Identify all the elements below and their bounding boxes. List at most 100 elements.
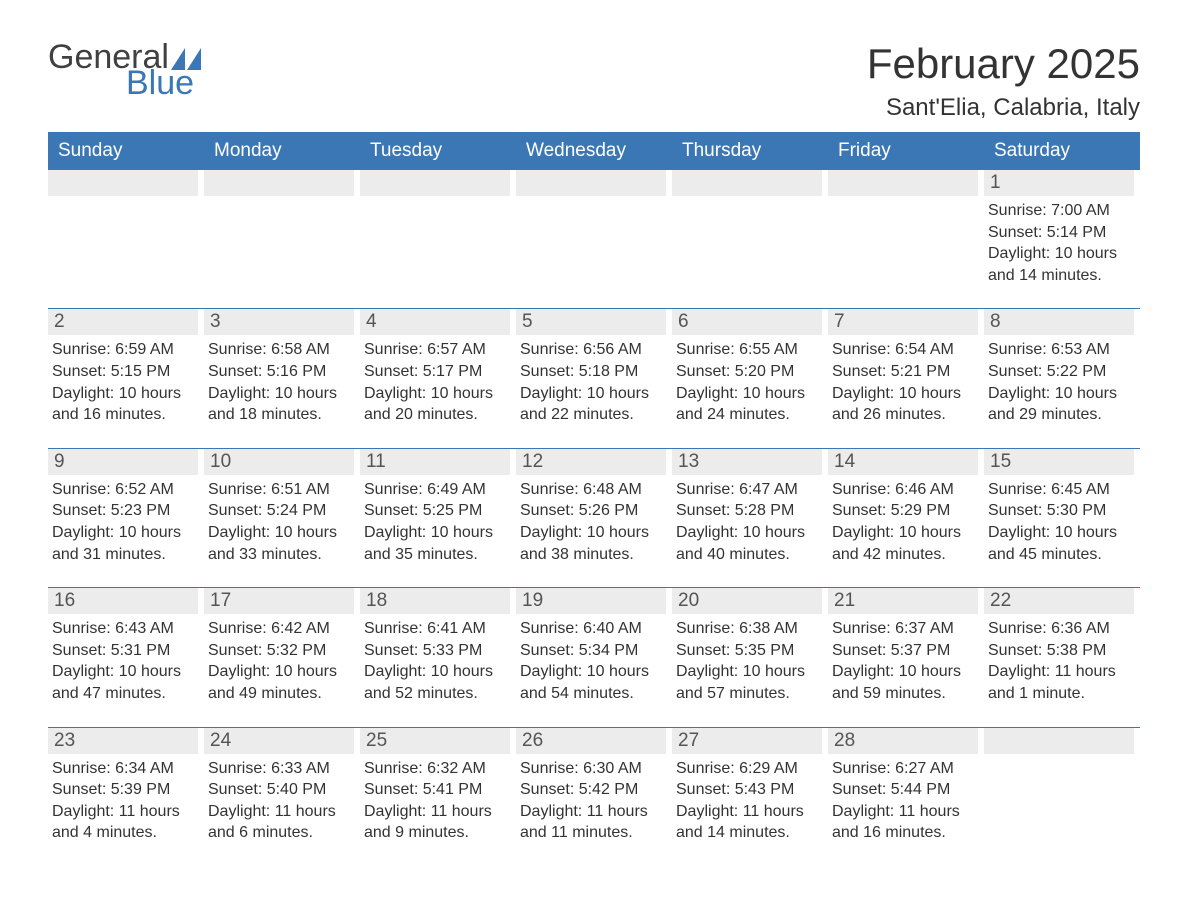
sunrise-line: Sunrise: 6:36 AM bbox=[988, 618, 1132, 640]
day-detail: Sunrise: 6:40 AMSunset: 5:34 PMDaylight:… bbox=[516, 618, 666, 704]
day-detail: Sunrise: 6:38 AMSunset: 5:35 PMDaylight:… bbox=[672, 618, 822, 704]
day-cell-empty bbox=[204, 170, 360, 286]
day-number-empty bbox=[360, 170, 510, 196]
day-cell: 13 Sunrise: 6:47 AMSunset: 5:28 PMDayligh… bbox=[672, 448, 828, 565]
sunrise-line: Sunrise: 6:27 AM bbox=[832, 758, 976, 780]
sunset-line: Sunset: 5:17 PM bbox=[364, 361, 508, 383]
day-number-empty bbox=[672, 170, 822, 196]
daylight-line-1: Daylight: 11 hours bbox=[208, 801, 352, 823]
day-number: 26 bbox=[516, 728, 666, 754]
day-detail: Sunrise: 6:55 AMSunset: 5:20 PMDaylight:… bbox=[672, 339, 822, 425]
day-cell: 26Sunrise: 6:30 AMSunset: 5:42 PMDayligh… bbox=[516, 727, 672, 844]
daylight-line-1: Daylight: 10 hours bbox=[364, 383, 508, 405]
daylight-line-1: Daylight: 10 hours bbox=[832, 383, 976, 405]
sunset-line: Sunset: 5:29 PM bbox=[832, 500, 976, 522]
day-cell: 4Sunrise: 6:57 AMSunset: 5:17 PMDaylight… bbox=[360, 308, 516, 425]
day-number: 20 bbox=[672, 588, 822, 614]
daylight-line-2: and 16 minutes. bbox=[52, 404, 196, 426]
day-cell: 17Sunrise: 6:42 AMSunset: 5:32 PMDayligh… bbox=[204, 587, 360, 704]
day-cell: 6Sunrise: 6:55 AMSunset: 5:20 PMDaylight… bbox=[672, 308, 828, 425]
sunset-line: Sunset: 5:25 PM bbox=[364, 500, 508, 522]
sunrise-line: Sunrise: 6:46 AM bbox=[832, 479, 976, 501]
daylight-line-2: and 4 minutes. bbox=[52, 822, 196, 844]
sunrise-line: Sunrise: 7:00 AM bbox=[988, 200, 1132, 222]
day-detail: Sunrise: 6:32 AMSunset: 5:41 PMDaylight:… bbox=[360, 758, 510, 844]
day-cell: 5Sunrise: 6:56 AMSunset: 5:18 PMDaylight… bbox=[516, 308, 672, 425]
daylight-line-2: and 31 minutes. bbox=[52, 544, 196, 566]
day-detail: Sunrise: 6:51 AMSunset: 5:24 PMDaylight:… bbox=[204, 479, 354, 565]
sunrise-line: Sunrise: 6:34 AM bbox=[52, 758, 196, 780]
dow-monday: Monday bbox=[204, 132, 360, 170]
daylight-line-2: and 22 minutes. bbox=[520, 404, 664, 426]
day-detail: Sunrise: 6:49 AMSunset: 5:25 PMDaylight:… bbox=[360, 479, 510, 565]
day-number: 8 bbox=[984, 309, 1134, 335]
sunset-line: Sunset: 5:41 PM bbox=[364, 779, 508, 801]
calendar: Sunday Monday Tuesday Wednesday Thursday… bbox=[48, 132, 1140, 844]
sunrise-line: Sunrise: 6:59 AM bbox=[52, 339, 196, 361]
sunrise-line: Sunrise: 6:55 AM bbox=[676, 339, 820, 361]
day-number: 7 bbox=[828, 309, 978, 335]
day-number: 25 bbox=[360, 728, 510, 754]
day-detail: Sunrise: 6:36 AMSunset: 5:38 PMDaylight:… bbox=[984, 618, 1134, 704]
day-number: 14 bbox=[828, 449, 978, 475]
sunrise-line: Sunrise: 6:54 AM bbox=[832, 339, 976, 361]
daylight-line-2: and 40 minutes. bbox=[676, 544, 820, 566]
dow-thursday: Thursday bbox=[672, 132, 828, 170]
daylight-line-1: Daylight: 11 hours bbox=[988, 661, 1132, 683]
day-detail: Sunrise: 6:47 AMSunset: 5:28 PMDaylight:… bbox=[672, 479, 822, 565]
day-number-empty bbox=[828, 170, 978, 196]
day-detail: Sunrise: 6:41 AMSunset: 5:33 PMDaylight:… bbox=[360, 618, 510, 704]
day-cell: 15Sunrise: 6:45 AMSunset: 5:30 PMDayligh… bbox=[984, 448, 1140, 565]
sunset-line: Sunset: 5:33 PM bbox=[364, 640, 508, 662]
day-number: 22 bbox=[984, 588, 1134, 614]
daylight-line-1: Daylight: 10 hours bbox=[52, 383, 196, 405]
day-cell: 24Sunrise: 6:33 AMSunset: 5:40 PMDayligh… bbox=[204, 727, 360, 844]
sunset-line: Sunset: 5:38 PM bbox=[988, 640, 1132, 662]
daylight-line-2: and 54 minutes. bbox=[520, 683, 664, 705]
day-detail: Sunrise: 6:46 AMSunset: 5:29 PMDaylight:… bbox=[828, 479, 978, 565]
daylight-line-1: Daylight: 11 hours bbox=[676, 801, 820, 823]
day-cell: 3Sunrise: 6:58 AMSunset: 5:16 PMDaylight… bbox=[204, 308, 360, 425]
sunrise-line: Sunrise: 6:40 AM bbox=[520, 618, 664, 640]
daylight-line-2: and 9 minutes. bbox=[364, 822, 508, 844]
day-number: 27 bbox=[672, 728, 822, 754]
daylight-line-1: Daylight: 10 hours bbox=[520, 522, 664, 544]
sunrise-line: Sunrise: 6:38 AM bbox=[676, 618, 820, 640]
sunset-line: Sunset: 5:15 PM bbox=[52, 361, 196, 383]
sunset-line: Sunset: 5:16 PM bbox=[208, 361, 352, 383]
day-detail: Sunrise: 6:58 AMSunset: 5:16 PMDaylight:… bbox=[204, 339, 354, 425]
sunrise-line: Sunrise: 6:30 AM bbox=[520, 758, 664, 780]
daylight-line-1: Daylight: 10 hours bbox=[208, 522, 352, 544]
day-detail: Sunrise: 6:57 AMSunset: 5:17 PMDaylight:… bbox=[360, 339, 510, 425]
sunrise-line: Sunrise: 6:53 AM bbox=[988, 339, 1132, 361]
day-number-empty bbox=[204, 170, 354, 196]
daylight-line-2: and 16 minutes. bbox=[832, 822, 976, 844]
daylight-line-1: Daylight: 10 hours bbox=[676, 522, 820, 544]
daylight-line-1: Daylight: 11 hours bbox=[364, 801, 508, 823]
sunrise-line: Sunrise: 6:47 AM bbox=[676, 479, 820, 501]
day-of-week-header: Sunday Monday Tuesday Wednesday Thursday… bbox=[48, 132, 1140, 170]
sunrise-line: Sunrise: 6:48 AM bbox=[520, 479, 664, 501]
sunrise-line: Sunrise: 6:45 AM bbox=[988, 479, 1132, 501]
day-number: 23 bbox=[48, 728, 198, 754]
sunrise-line: Sunrise: 6:29 AM bbox=[676, 758, 820, 780]
day-number: 19 bbox=[516, 588, 666, 614]
sunrise-line: Sunrise: 6:42 AM bbox=[208, 618, 352, 640]
day-cell-empty bbox=[672, 170, 828, 286]
day-cell: 10Sunrise: 6:51 AMSunset: 5:24 PMDayligh… bbox=[204, 448, 360, 565]
sunrise-line: Sunrise: 6:33 AM bbox=[208, 758, 352, 780]
page-header: General Blue February 2025 Sant'Elia, Ca… bbox=[48, 40, 1140, 122]
brand-logo: General Blue bbox=[48, 40, 201, 100]
daylight-line-1: Daylight: 10 hours bbox=[988, 383, 1132, 405]
day-cell: 8Sunrise: 6:53 AMSunset: 5:22 PMDaylight… bbox=[984, 308, 1140, 425]
day-number: 13 bbox=[672, 449, 822, 475]
daylight-line-1: Daylight: 10 hours bbox=[364, 661, 508, 683]
day-number: 9 bbox=[48, 449, 198, 475]
day-cell: 18Sunrise: 6:41 AMSunset: 5:33 PMDayligh… bbox=[360, 587, 516, 704]
sunrise-line: Sunrise: 6:57 AM bbox=[364, 339, 508, 361]
sunset-line: Sunset: 5:24 PM bbox=[208, 500, 352, 522]
daylight-line-2: and 49 minutes. bbox=[208, 683, 352, 705]
day-cell-empty bbox=[984, 727, 1140, 844]
day-detail: Sunrise: 6:56 AMSunset: 5:18 PMDaylight:… bbox=[516, 339, 666, 425]
day-number: 15 bbox=[984, 449, 1134, 475]
